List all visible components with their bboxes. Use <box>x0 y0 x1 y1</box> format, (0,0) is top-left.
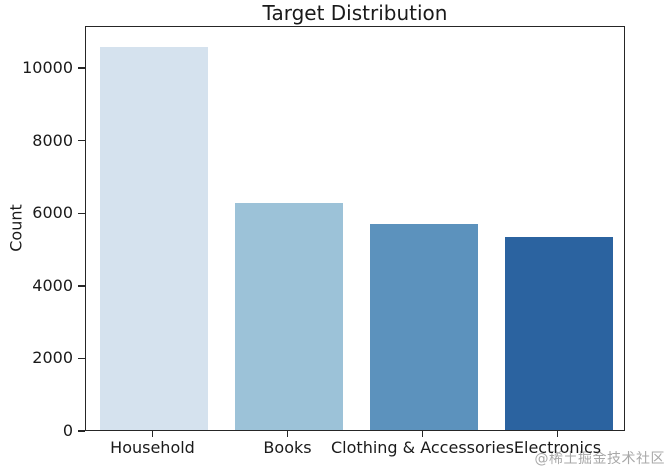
bar-electronics <box>504 237 613 430</box>
y-tick-mark <box>78 430 85 432</box>
y-tick-mark <box>78 139 85 142</box>
y-tick-label: 4000 <box>32 275 73 295</box>
x-tick-mark <box>556 431 559 437</box>
y-tick-mark <box>78 67 85 69</box>
x-tick-label: Books <box>263 438 312 457</box>
x-tick-mark <box>151 431 154 437</box>
bar-books <box>234 202 343 430</box>
bar-clothing-accessories <box>369 224 478 430</box>
bar-household <box>99 46 208 430</box>
y-tick-label: 2000 <box>32 348 73 368</box>
plot-area <box>85 26 625 431</box>
x-tick-label: Household <box>110 438 195 457</box>
x-tick-mark <box>421 431 424 437</box>
chart-title: Target Distribution <box>262 1 448 25</box>
watermark-text: @稀土掘金技术社区 <box>534 451 665 467</box>
x-tick-label: Clothing & Accessories <box>331 438 514 457</box>
y-tick-label: 8000 <box>32 130 73 150</box>
y-tick-label: 6000 <box>32 203 73 223</box>
y-tick-mark <box>78 285 85 287</box>
y-tick-label: 0 <box>62 421 73 440</box>
x-tick-mark <box>286 431 289 437</box>
y-tick-label: 10000 <box>22 58 73 78</box>
y-tick-mark <box>78 212 85 214</box>
x-tick-label: Electronics <box>513 438 602 457</box>
y-tick-mark <box>78 357 85 360</box>
